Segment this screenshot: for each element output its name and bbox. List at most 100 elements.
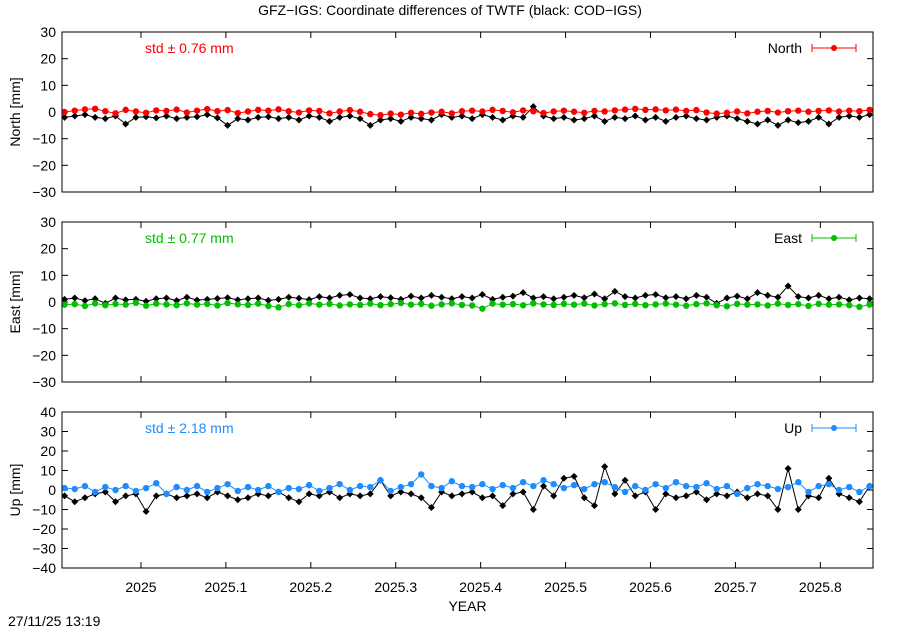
gfz-igs-point	[672, 479, 680, 486]
gfz-igs-point	[102, 108, 109, 115]
cod-igs-point	[142, 297, 150, 305]
cod-igs-point	[387, 294, 395, 302]
x-tick-label: 2025.2	[289, 579, 332, 595]
gfz-igs-point	[254, 106, 262, 114]
cod-igs-point	[611, 287, 619, 295]
cod-igs-point	[152, 114, 160, 122]
gfz-igs-point	[468, 107, 476, 114]
cod-igs-point	[855, 498, 863, 506]
gfz-igs-point	[377, 477, 384, 484]
gfz-igs-point	[662, 107, 669, 114]
gfz-igs-point	[356, 482, 364, 490]
y-tick-label: 10	[40, 77, 56, 93]
x-tick-label: 2025.7	[714, 579, 757, 595]
x-tick-label: 2025.3	[374, 579, 417, 595]
cod-igs-point	[652, 113, 660, 121]
gfz-igs-point	[183, 300, 191, 307]
cod-igs-point	[845, 494, 853, 502]
gfz-igs-point	[815, 482, 822, 490]
gfz-igs-point	[468, 302, 476, 309]
gfz-igs-point	[764, 482, 771, 490]
x-tick-label: 2025.8	[799, 579, 842, 595]
cod-igs-point	[62, 113, 69, 121]
gfz-igs-point	[530, 482, 537, 490]
gfz-igs-point	[723, 109, 731, 117]
gfz-igs-point	[632, 300, 639, 308]
gfz-igs-point	[479, 305, 486, 312]
gfz-igs-point	[458, 301, 466, 309]
cod-igs-point	[754, 120, 762, 128]
cod-igs-point	[784, 116, 792, 124]
gfz-igs-point	[754, 301, 761, 308]
cod-igs-point	[570, 291, 578, 299]
cod-igs-point	[774, 293, 782, 301]
gfz-igs-point	[764, 302, 771, 309]
cod-igs-point	[478, 494, 486, 502]
cod-igs-point	[835, 293, 843, 301]
y-tick-label: −30	[32, 541, 56, 557]
gfz-igs-point	[377, 302, 384, 309]
gfz-igs-point	[336, 480, 343, 488]
y-tick-label: 30	[40, 24, 56, 40]
gfz-igs-point	[550, 301, 557, 309]
gfz-igs-point	[468, 483, 476, 491]
cod-igs-point	[264, 296, 272, 304]
cod-igs-point	[81, 494, 89, 502]
cod-igs-point	[499, 502, 507, 510]
gfz-igs-point	[621, 301, 629, 309]
gfz-igs-point	[397, 111, 405, 118]
gfz-igs-point	[356, 108, 364, 115]
cod-igs-point	[224, 121, 232, 129]
gfz-igs-point	[499, 107, 506, 115]
cod-igs-point	[835, 113, 843, 121]
cod-igs-point	[580, 294, 588, 302]
gfz-igs-point	[418, 110, 425, 118]
gfz-igs-point	[621, 488, 629, 496]
gfz-igs-point	[81, 106, 89, 113]
gfz-igs-point	[326, 110, 333, 117]
cod-igs-point	[662, 294, 670, 302]
cod-igs-point	[825, 474, 833, 482]
gfz-igs-point	[744, 301, 751, 308]
gfz-igs-point	[81, 302, 89, 310]
gfz-igs-point	[570, 481, 578, 489]
cod-igs-point	[417, 115, 425, 123]
x-axis-label: YEAR	[448, 598, 486, 614]
gfz-igs-point	[489, 485, 496, 493]
gfz-igs-point	[265, 107, 272, 114]
gfz-igs-point	[805, 108, 812, 115]
cod-igs-point	[662, 117, 670, 125]
gfz-igs-point	[570, 301, 578, 308]
gfz-igs-point	[295, 109, 303, 116]
y-tick-label: 40	[40, 404, 56, 420]
cod-igs-point	[397, 488, 405, 496]
gfz-igs-point	[846, 302, 853, 309]
cod-igs-point	[162, 294, 170, 302]
gfz-igs-point	[122, 106, 129, 114]
cod-igs-point	[550, 492, 558, 500]
gfz-igs-point	[784, 301, 792, 309]
y-tick-label: −20	[32, 521, 56, 537]
gfz-igs-point	[733, 300, 741, 308]
cod-igs-point	[570, 116, 578, 124]
gfz-igs-point	[652, 106, 659, 113]
cod-igs-point	[234, 296, 242, 304]
gfz-igs-point	[275, 304, 282, 311]
cod-igs-point	[193, 490, 201, 498]
x-tick-label: 2025.1	[204, 579, 247, 595]
cod-igs-point	[152, 295, 160, 303]
gfz-igs-point	[142, 484, 150, 492]
cod-igs-point	[825, 295, 833, 303]
gfz-igs-point	[204, 300, 211, 308]
gfz-igs-point	[703, 109, 710, 116]
cod-igs-point	[550, 295, 558, 303]
gfz-igs-point	[550, 480, 557, 488]
gfz-igs-point	[244, 483, 252, 491]
gfz-igs-point	[438, 484, 445, 492]
gfz-igs-point	[866, 106, 873, 114]
cod-igs-point	[550, 115, 558, 123]
cod-igs-point	[855, 294, 863, 302]
cod-igs-point	[692, 115, 700, 123]
gfz-igs-point	[713, 110, 720, 117]
cod-igs-point	[570, 472, 578, 480]
